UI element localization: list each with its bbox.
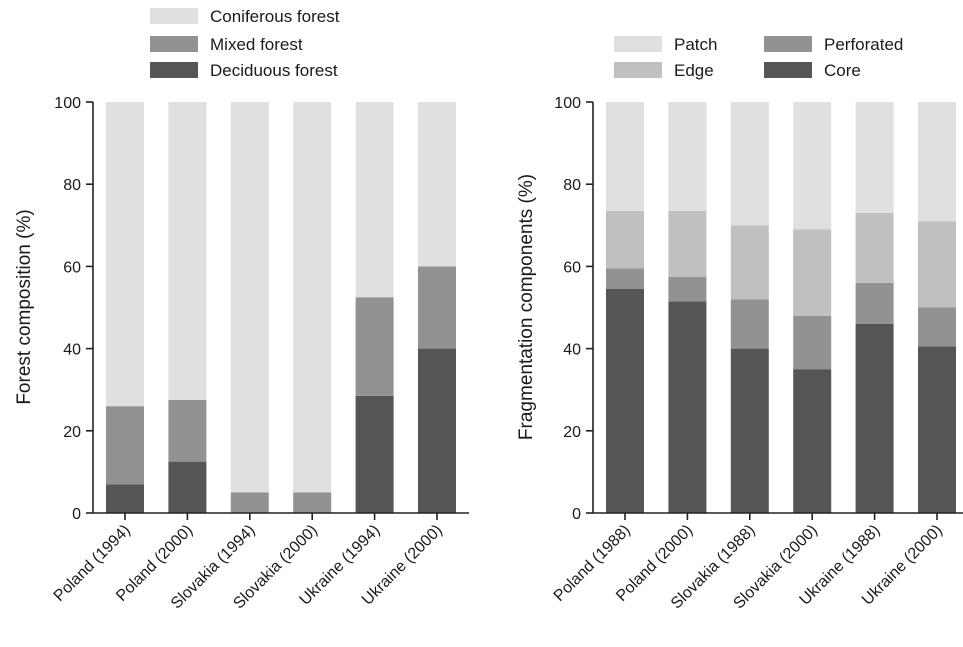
bar-coniferous-forest-poland-2000 bbox=[168, 102, 207, 400]
y-tick-label: 0 bbox=[572, 506, 581, 523]
bar-patch-slovakia-2000 bbox=[793, 102, 832, 230]
y-tick-label: 80 bbox=[563, 177, 581, 194]
legend-swatch-edge bbox=[614, 62, 662, 78]
bar-core-poland-1988 bbox=[606, 289, 644, 513]
y-tick-label: 0 bbox=[72, 506, 81, 523]
bar-deciduous-forest-ukraine-1994 bbox=[355, 395, 394, 513]
y-tick-label: 20 bbox=[63, 424, 81, 441]
bar-perforated-ukraine-1988 bbox=[855, 282, 894, 324]
legend-swatch-mixed-forest bbox=[150, 36, 198, 52]
bar-perforated-poland-2000 bbox=[668, 276, 707, 302]
y-tick-label: 100 bbox=[54, 95, 81, 112]
bar-patch-poland-2000 bbox=[668, 102, 707, 211]
bar-core-ukraine-2000 bbox=[918, 346, 956, 513]
bar-coniferous-forest-ukraine-1994 bbox=[355, 102, 394, 298]
bar-edge-slovakia-1988 bbox=[730, 225, 769, 300]
legend-label-coniferous-forest: Coniferous forest bbox=[210, 7, 340, 26]
bar-mixed-forest-ukraine-2000 bbox=[418, 266, 456, 349]
legend: Coniferous forest Mixed forest Deciduous f… bbox=[150, 7, 340, 80]
bar-patch-ukraine-2000 bbox=[918, 102, 956, 222]
y-tick-label: 80 bbox=[63, 177, 81, 194]
legend-swatch-deciduous-forest bbox=[150, 62, 198, 78]
y-tick-label: 40 bbox=[63, 342, 81, 359]
legend-label-edge: Edge bbox=[674, 61, 714, 80]
bar-edge-ukraine-2000 bbox=[918, 221, 956, 308]
bar-coniferous-forest-slovakia-2000 bbox=[293, 102, 332, 493]
bar-core-ukraine-1988 bbox=[855, 323, 894, 513]
bar-coniferous-forest-ukraine-2000 bbox=[418, 102, 456, 267]
bar-core-slovakia-1988 bbox=[730, 348, 769, 513]
y-tick-label: 60 bbox=[63, 259, 81, 276]
legend: Patch Perforated Edge Core bbox=[614, 35, 903, 80]
bar-patch-ukraine-1988 bbox=[855, 102, 894, 213]
bar-perforated-slovakia-1988 bbox=[730, 299, 769, 349]
bar-perforated-slovakia-2000 bbox=[793, 315, 832, 370]
bar-core-slovakia-2000 bbox=[793, 369, 832, 513]
legend-label-mixed-forest: Mixed forest bbox=[210, 35, 303, 54]
bar-edge-ukraine-1988 bbox=[855, 212, 894, 283]
bar-edge-poland-2000 bbox=[668, 210, 707, 277]
legend-label-patch: Patch bbox=[674, 35, 717, 54]
bar-mixed-forest-poland-2000 bbox=[168, 399, 207, 462]
bar-deciduous-forest-poland-1994 bbox=[106, 484, 144, 513]
bar-edge-poland-1988 bbox=[606, 210, 644, 269]
bar-mixed-forest-poland-1994 bbox=[106, 406, 144, 485]
bar-perforated-ukraine-2000 bbox=[918, 307, 956, 347]
bar-coniferous-forest-slovakia-1994 bbox=[230, 102, 269, 493]
bar-mixed-forest-ukraine-1994 bbox=[355, 297, 394, 396]
y-axis-title: Forest composition (%) bbox=[14, 209, 35, 404]
bar-mixed-forest-slovakia-2000 bbox=[293, 492, 332, 513]
bar-perforated-poland-1988 bbox=[606, 268, 644, 290]
legend-label-deciduous-forest: Deciduous forest bbox=[210, 61, 338, 80]
y-axis-title: Fragmentation components (%) bbox=[516, 174, 537, 440]
bar-edge-slovakia-2000 bbox=[793, 229, 832, 316]
legend-swatch-patch bbox=[614, 36, 662, 52]
bar-mixed-forest-slovakia-1994 bbox=[230, 492, 269, 513]
y-tick-label: 100 bbox=[554, 95, 581, 112]
bar-patch-slovakia-1988 bbox=[730, 102, 769, 226]
legend-swatch-coniferous-forest bbox=[150, 8, 198, 24]
bars bbox=[606, 102, 956, 513]
bars bbox=[106, 102, 456, 513]
legend-swatch-core bbox=[764, 62, 812, 78]
y-tick-label: 20 bbox=[563, 424, 581, 441]
bar-coniferous-forest-poland-1994 bbox=[106, 102, 144, 407]
legend-label-core: Core bbox=[824, 61, 861, 80]
legend-label-perforated: Perforated bbox=[824, 35, 903, 54]
legend-swatch-perforated bbox=[764, 36, 812, 52]
bar-patch-poland-1988 bbox=[606, 102, 644, 211]
y-tick-label: 60 bbox=[563, 259, 581, 276]
bar-core-poland-2000 bbox=[668, 301, 707, 513]
y-tick-label: 40 bbox=[563, 342, 581, 359]
bar-deciduous-forest-poland-2000 bbox=[168, 461, 207, 513]
bar-deciduous-forest-ukraine-2000 bbox=[418, 348, 456, 513]
